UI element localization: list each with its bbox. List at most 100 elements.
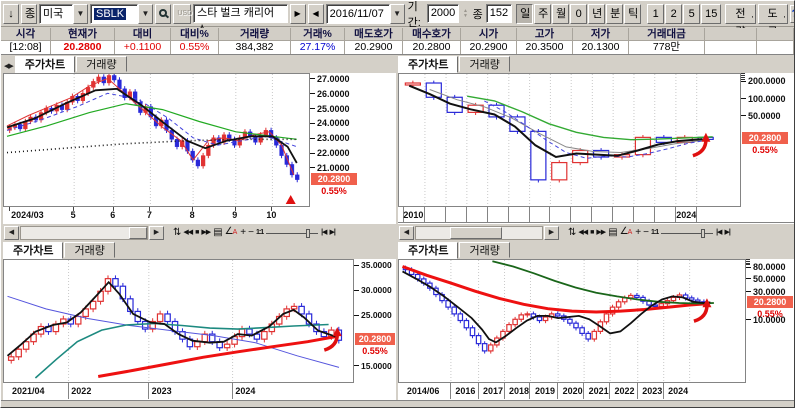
x-axis: 2021/04 2022 2023 2024 [3, 383, 396, 399]
y-minor-tick [746, 258, 750, 260]
count-label: 종 [472, 8, 483, 21]
x-axis: 2014/06 2016 2017 2018 2019 2020 2021 2022 2023 2… [398, 383, 794, 399]
tab-price-chart[interactable]: 주가차트 [398, 56, 459, 73]
chevron-down-icon[interactable]: ▼ [389, 3, 405, 24]
tab-volume[interactable]: 거래량 [64, 242, 115, 258]
tab-price-chart[interactable]: 주가차트 [3, 242, 64, 259]
y-tick [310, 137, 315, 139]
tab-volume[interactable]: 거래량 [459, 242, 510, 258]
auto-scroll-icon[interactable]: ⇅ [173, 226, 181, 238]
x-axis-divider [636, 383, 638, 399]
next-stock-button[interactable]: ▶ [289, 3, 306, 24]
y-tick [741, 115, 746, 117]
price-change-badge: 0.55% [752, 145, 778, 156]
market-select[interactable]: 미국 ▼ [39, 3, 88, 24]
minute-button-15[interactable]: 15 [701, 3, 722, 24]
first-icon[interactable]: |◀ [321, 228, 327, 236]
date-select[interactable]: 2016/11/07 ▼ [325, 3, 405, 24]
tab-scroll-icon[interactable]: ◀▶ [4, 63, 14, 70]
zoom-out-icon[interactable]: − [643, 226, 649, 238]
tab-price-chart[interactable]: 주가차트 [14, 56, 76, 73]
draw-tool-icon[interactable]: ∠A [619, 226, 633, 237]
chevron-down-icon[interactable]: ▼ [138, 3, 153, 24]
price-chart-plot[interactable] [3, 73, 310, 207]
bar-settings-icon[interactable]: ▤ [213, 226, 223, 238]
y-tick [354, 289, 359, 291]
y-tick-label: 26.0000 [317, 88, 350, 99]
tools-button[interactable]: 도구, [757, 3, 788, 38]
period-button-틱[interactable]: 틱 [624, 3, 642, 24]
y-tick-label: 27.0000 [317, 73, 350, 84]
x-axis-divider [67, 383, 69, 399]
chart-scrollbar[interactable] [415, 225, 543, 240]
scrollbar-thumb[interactable] [450, 226, 502, 239]
price-chart-plot[interactable] [3, 259, 354, 383]
chevron-down-icon[interactable]: ▼ [73, 3, 88, 24]
ratio-icon[interactable]: 1:1 [255, 228, 264, 236]
help-button[interactable]: ? [789, 4, 794, 23]
price-chart-canvas [6, 74, 300, 206]
tab-volume[interactable]: 거래량 [76, 56, 127, 72]
x-tick-label: 9 [232, 210, 238, 220]
forward-icon[interactable]: ▶▶ [201, 228, 211, 236]
strategy-button[interactable]: 전략, [725, 3, 756, 38]
bar-settings-icon[interactable]: ▤ [608, 226, 618, 238]
zoom-in-icon[interactable]: + [635, 226, 641, 238]
tab-price-chart[interactable]: 주가차트 [398, 242, 459, 259]
period-button-주[interactable]: 주 [534, 3, 552, 24]
price-chart-plot[interactable] [398, 73, 741, 207]
scroll-left-icon[interactable]: ◀ [4, 225, 19, 240]
x-axis: 2010 2024 [398, 207, 794, 223]
x-axis-divider [591, 207, 593, 222]
zoom-slider[interactable] [661, 228, 714, 238]
chart-scrollbar[interactable] [20, 225, 148, 240]
forward-icon[interactable]: ▶▶ [596, 228, 606, 236]
stop-icon[interactable]: ■ [195, 228, 199, 236]
period-button-0[interactable]: 0 [570, 3, 588, 24]
zoom-slider[interactable] [266, 228, 319, 238]
period-count-input[interactable]: 2000 [426, 4, 460, 23]
prev-stock-button[interactable]: ◀ [307, 3, 324, 24]
chart-scroll-toolbar-right: ◀ ▶ ⇅ ◀◀ ■ ▶▶ ▤ ∠A + −1:1 |◀ ▶| [398, 224, 794, 241]
jong-menu-button[interactable]: 종, [21, 3, 37, 24]
last-icon[interactable]: ▶| [724, 228, 730, 236]
search-button[interactable] [155, 3, 172, 24]
zoom-out-icon[interactable]: − [248, 226, 254, 238]
scroll-right-icon[interactable]: ▶ [544, 225, 559, 240]
period-button-분[interactable]: 분 [606, 3, 624, 24]
y-minor-tick [746, 260, 750, 262]
y-tick-label: 10.0000 [753, 314, 786, 325]
period-button-년[interactable]: 년 [588, 3, 606, 24]
quote-header: 현재가 [51, 28, 114, 41]
period-button-일[interactable]: 일 [516, 3, 534, 24]
minute-button-2[interactable]: 2 [665, 3, 683, 24]
quote-header: 시각 [1, 28, 50, 41]
draw-tool-icon[interactable]: ∠A [224, 226, 238, 237]
y-tick-label: 23.0000 [317, 133, 350, 144]
stop-icon[interactable]: ■ [590, 228, 594, 236]
scroll-right-icon[interactable]: ▶ [149, 225, 164, 240]
dock-button[interactable]: ↓ [3, 3, 19, 24]
minute-button-1[interactable]: 1 [647, 3, 665, 24]
price-chart-plot[interactable] [398, 259, 746, 383]
symbol-input[interactable]: SBLK [94, 7, 127, 20]
zoom-in-icon[interactable]: + [240, 226, 246, 238]
tab-volume[interactable]: 거래량 [459, 56, 510, 72]
y-minor-tick [741, 75, 745, 77]
bar-count-input[interactable]: 152 [485, 4, 513, 23]
rewind-icon[interactable]: ◀◀ [183, 228, 193, 236]
scroll-left-icon[interactable]: ◀ [399, 225, 414, 240]
first-icon[interactable]: |◀ [716, 228, 722, 236]
last-icon[interactable]: ▶| [329, 228, 335, 236]
auto-scroll-icon[interactable]: ⇅ [568, 226, 576, 238]
quote-value: 20.3500 [517, 41, 572, 54]
minute-button-5[interactable]: 5 [683, 3, 701, 24]
symbol-combo[interactable]: SBLK ▼ [90, 3, 153, 24]
quote-header: 거래량 [219, 28, 290, 41]
period-button-월[interactable]: 월 [552, 3, 570, 24]
x-tick-label: 7 [146, 210, 152, 220]
y-axis: 20.2800 0.55% 200.0000 100.0000 50.0000 [741, 73, 794, 207]
ratio-icon[interactable]: 1:1 [650, 228, 659, 236]
rewind-icon[interactable]: ◀◀ [578, 228, 588, 236]
scrollbar-thumb[interactable] [129, 226, 147, 239]
